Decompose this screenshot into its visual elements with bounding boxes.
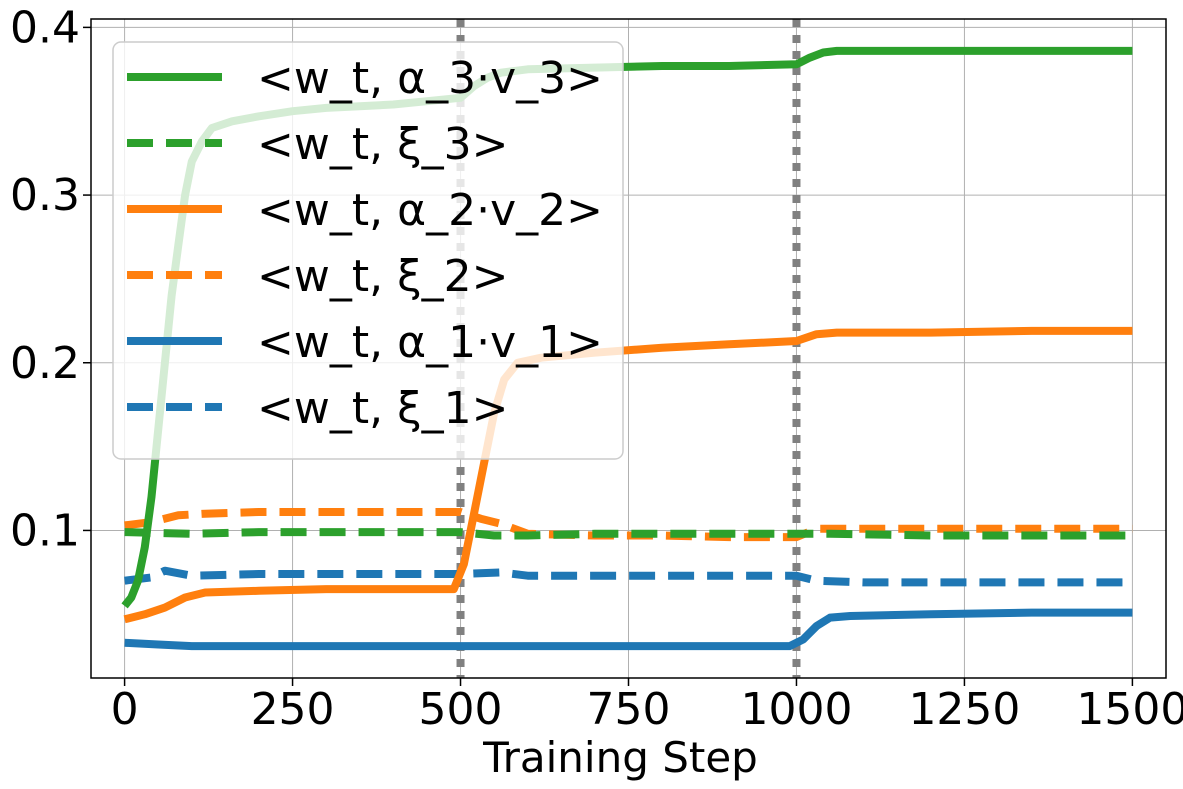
x-tick-label: 1000 [740, 684, 852, 735]
x-tick-label: 250 [251, 684, 335, 735]
x-tick-label: 500 [419, 684, 503, 735]
series-line [124, 566, 1133, 587]
series-line [124, 608, 1133, 651]
x-tick-label: 750 [587, 684, 671, 735]
series-line [124, 528, 1133, 540]
axis-ticks: 0 250 500 750 1000 1250 1500 0.1 0.2 0.3 0.4 [10, 2, 1183, 735]
legend-label: <w_t, α_2·v_2> [257, 185, 603, 236]
legend-label: <w_t, α_3·v_3> [257, 53, 603, 104]
y-tick-label: 0.4 [10, 2, 80, 53]
y-tick-label: 0.2 [10, 338, 80, 389]
series-line [124, 508, 1133, 542]
legend-label: <w_t, α_1·v_1> [257, 317, 603, 368]
y-tick-label: 0.1 [10, 505, 80, 556]
legend: <w_t, α_3·v_3> <w_t, ξ_3> <w_t, α_2·v_2> <w… [112, 41, 624, 460]
x-axis-title: Training Step [482, 733, 758, 782]
x-tick-label: 1500 [1076, 684, 1183, 735]
legend-label: <w_t, ξ_2> [257, 251, 508, 302]
legend-label: <w_t, ξ_1> [257, 383, 508, 434]
legend-box [112, 41, 624, 460]
legend-label: <w_t, ξ_3> [257, 119, 508, 170]
x-tick-label: 0 [111, 684, 139, 735]
x-tick-label: 1250 [908, 684, 1020, 735]
y-tick-label: 0.3 [10, 170, 80, 221]
